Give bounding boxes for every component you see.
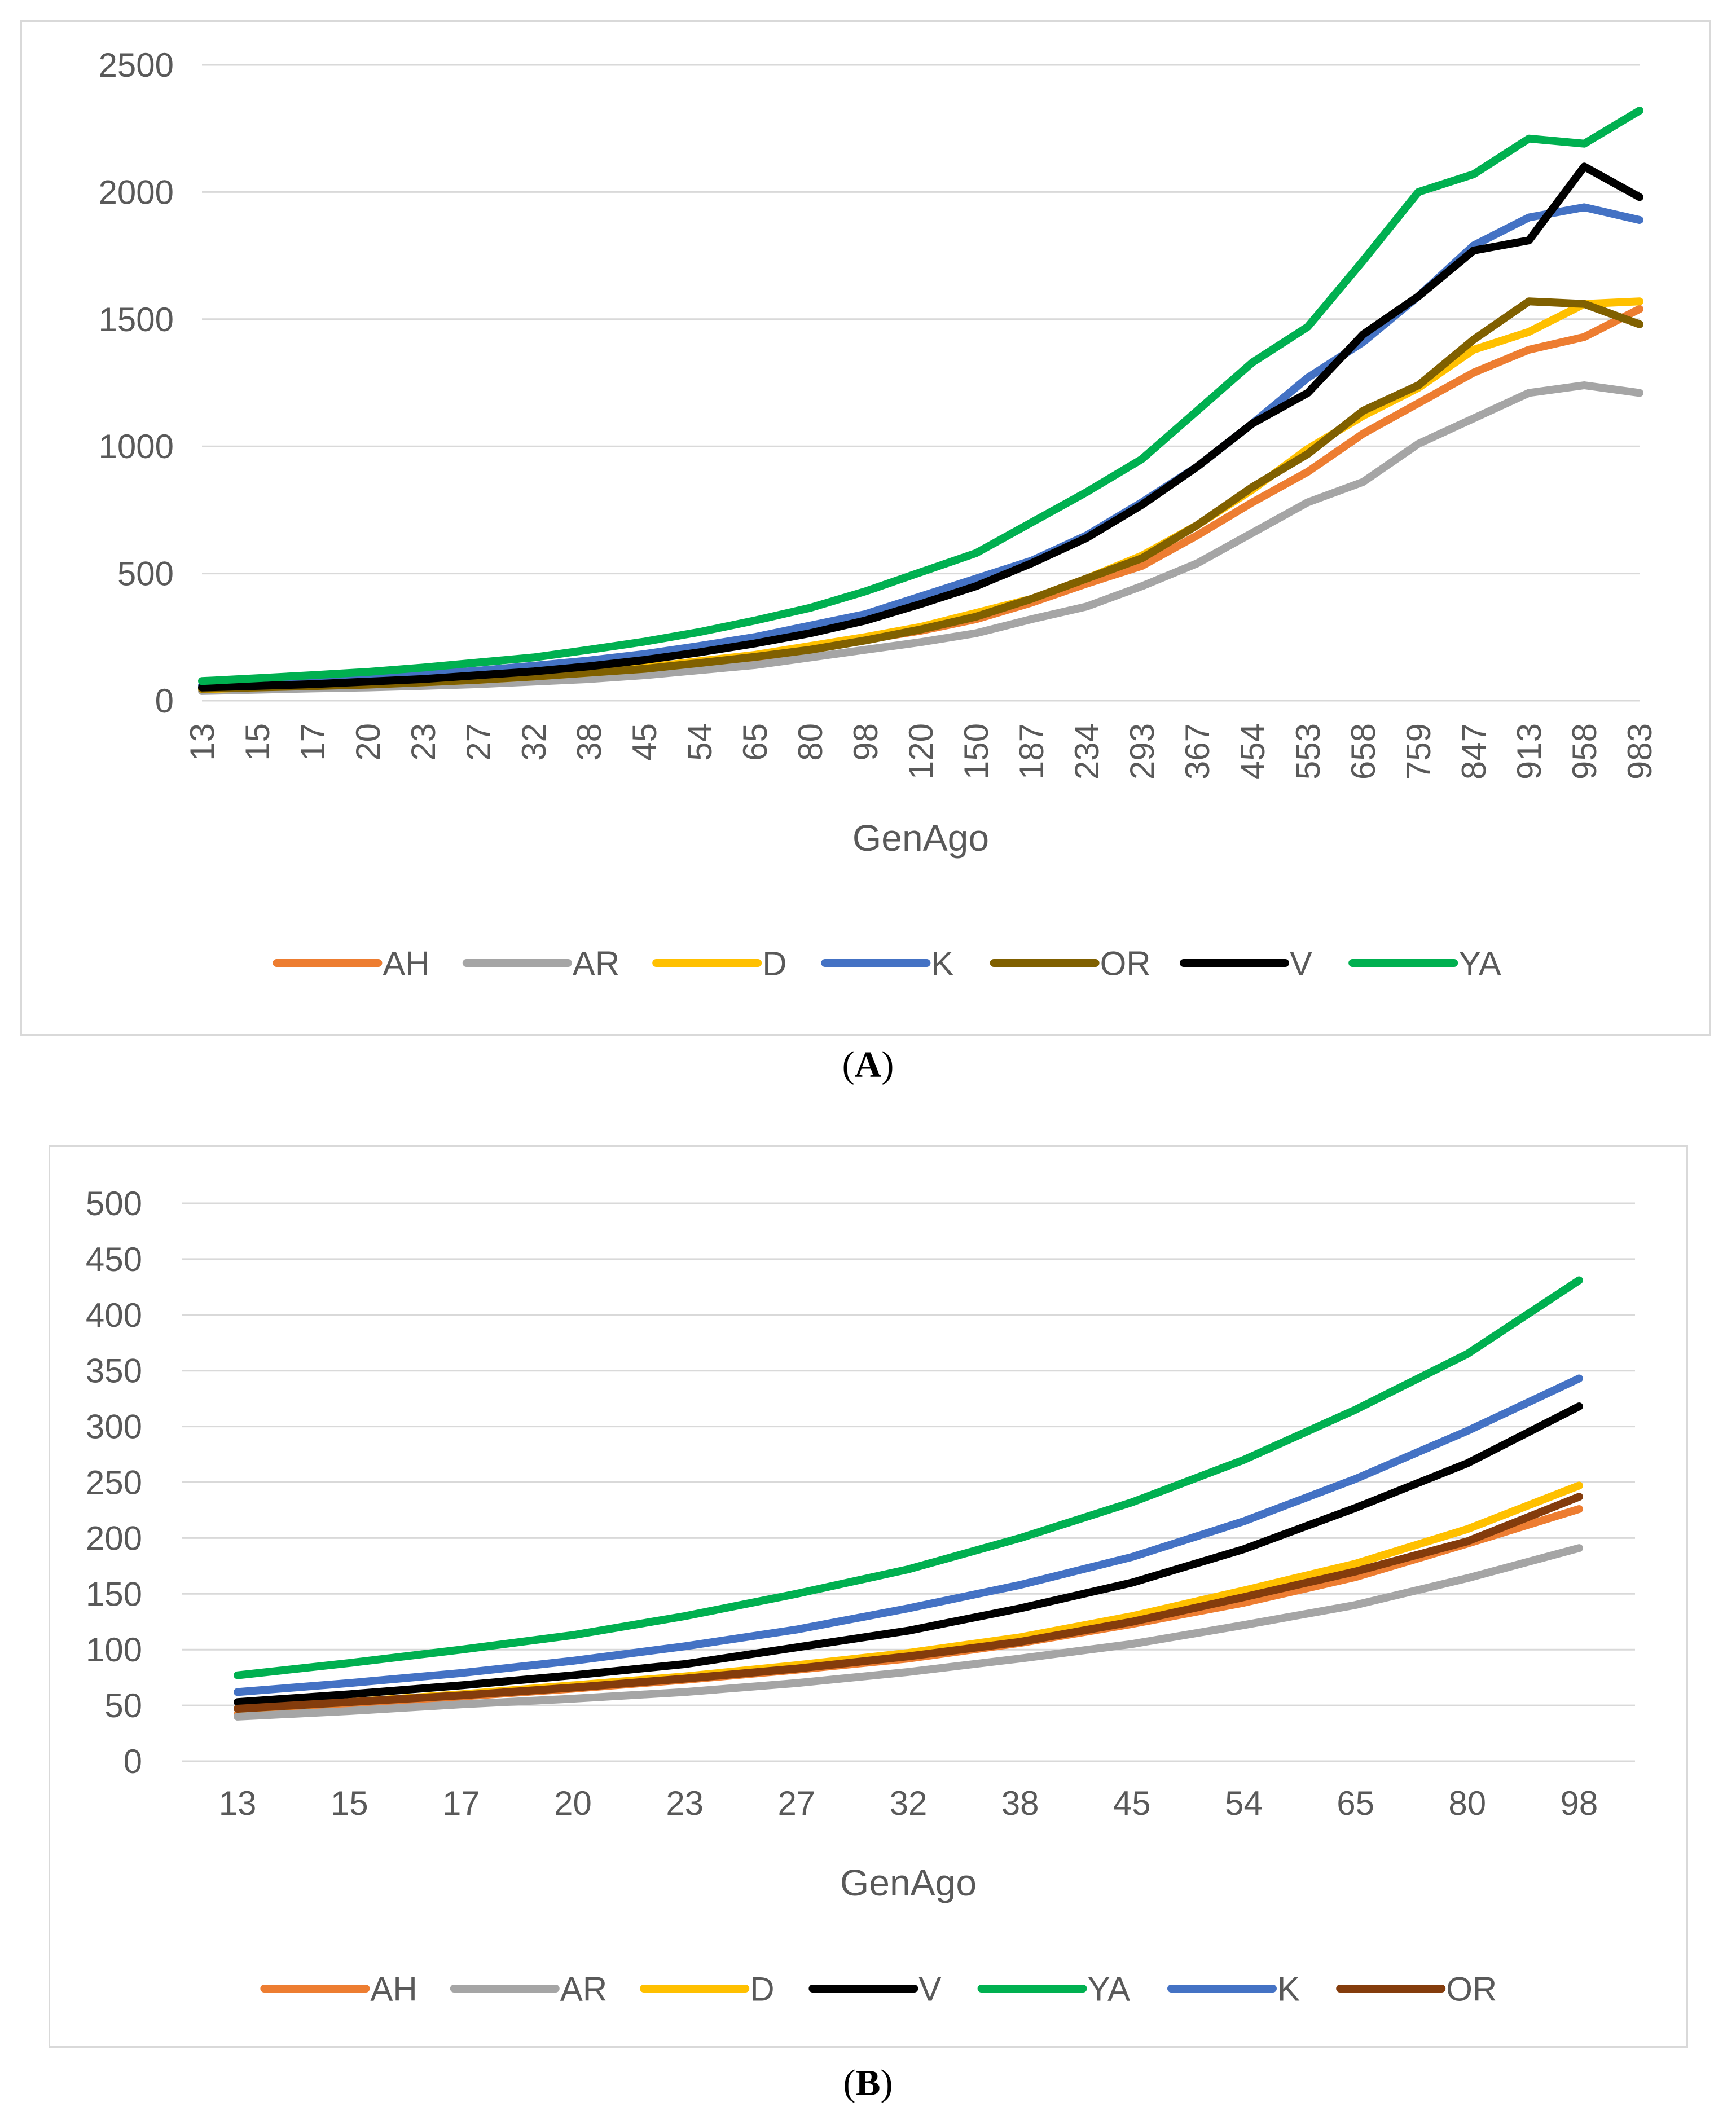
chart-a-xtick-label: 454 [1234, 723, 1272, 780]
chart-a-legend-label-d: D [762, 945, 786, 983]
chart-a-xtick-label: 32 [515, 723, 553, 761]
chart-a-series-or-line [198, 297, 1643, 693]
chart-a-series-v-line [198, 162, 1643, 692]
caption-b-letter: B [855, 2062, 881, 2104]
chart-b-xtick-label: 65 [1337, 1784, 1374, 1822]
chart-panel-b: 0 50 100 150 200 250 300 350 400 450 500 13 15 17 20 23… [0, 1145, 1736, 2120]
chart-a: 0 500 1000 1500 2000 2500 13 15 17 20 23 27 32 38 45 54… [99, 46, 1659, 983]
caption-a-letter: A [854, 1044, 882, 1085]
chart-b-xtick-label: 80 [1448, 1784, 1486, 1822]
chart-a-legend-label-or: OR [1100, 945, 1151, 983]
chart-a-legend-label-v: V [1290, 945, 1312, 983]
chart-b-xtick-label: 27 [777, 1784, 815, 1822]
chart-a-ytick-label: 1000 [99, 428, 174, 465]
chart-a-xtick-label: 20 [349, 723, 387, 761]
caption-b-close: ) [880, 2062, 893, 2104]
caption-b: (B) [0, 2062, 1736, 2105]
chart-b-frame [49, 1145, 1688, 2048]
chart-a-ytick-label: 0 [155, 682, 174, 720]
chart-a-xtick-label: 958 [1566, 723, 1603, 780]
chart-b-xtick-label: 32 [890, 1784, 928, 1822]
chart-b-xtick-label: 15 [331, 1784, 368, 1822]
chart-b-ytick-label: 250 [86, 1464, 142, 1502]
caption-a: (A) [0, 1044, 1736, 1087]
chart-a-xtick-label: 658 [1344, 723, 1382, 780]
chart-a-legend-label-ar: AR [573, 945, 619, 983]
chart-a-xtick-label: 17 [294, 723, 332, 761]
chart-b-xtick-label: 23 [666, 1784, 704, 1822]
chart-b-ytick-label: 200 [86, 1519, 142, 1557]
chart-a-xtick-label: 983 [1621, 723, 1659, 780]
chart-b-legend-label-ar: AR [560, 1971, 607, 2008]
chart-a-xtick-label: 45 [626, 723, 663, 761]
chart-a-x-axis-title: GenAgo [852, 817, 989, 859]
chart-b-ytick-label: 500 [86, 1185, 142, 1222]
chart-b-series-or-line [234, 1493, 1583, 1713]
chart-a-xtick-label: 120 [902, 723, 940, 780]
chart-a-series-ya-line [198, 107, 1643, 685]
chart-b-xtick-label: 38 [1001, 1784, 1039, 1822]
chart-a-legend-label-ya: YA [1458, 945, 1501, 983]
chart-b-legend-label-k: K [1277, 1971, 1300, 2008]
chart-a-legend-label-k: K [931, 945, 953, 983]
chart-a-ytick-label: 2500 [99, 46, 174, 84]
chart-b-ytick-label: 0 [124, 1743, 142, 1780]
chart-a-ytick-label: 1500 [99, 301, 174, 338]
chart-a-xtick-label: 38 [570, 723, 608, 761]
chart-b-ytick-label: 350 [86, 1352, 142, 1390]
chart-b-legend-label-ya: YA [1088, 1971, 1131, 2008]
chart-b: 0 50 100 150 200 250 300 350 400 450 500 13 15 17 20 23… [86, 1185, 1635, 2008]
chart-a-xtick-label: 847 [1455, 723, 1493, 780]
chart-a-legend-label-ah: AH [383, 945, 429, 983]
chart-b-xtick-label: 20 [554, 1784, 592, 1822]
chart-b-xtick-label: 13 [219, 1784, 257, 1822]
chart-b-ytick-label: 300 [86, 1408, 142, 1446]
chart-a-xtick-label: 27 [460, 723, 498, 761]
caption-a-close: ) [881, 1044, 894, 1085]
chart-a-xtick-label: 367 [1179, 723, 1216, 780]
chart-a-ytick-label: 2000 [99, 173, 174, 211]
caption-a-open: ( [842, 1044, 855, 1085]
chart-b-xtick-label: 45 [1113, 1784, 1151, 1822]
chart-b-legend-label-ah: AH [370, 1971, 417, 2008]
chart-b-series-k-line [234, 1374, 1583, 1696]
chart-a-xtick-label: 23 [405, 723, 442, 761]
chart-b-xtick-label: 54 [1225, 1784, 1263, 1822]
chart-a-xtick-label: 913 [1510, 723, 1548, 780]
chart-b-ytick-label: 100 [86, 1631, 142, 1669]
chart-a-xtick-label: 13 [183, 723, 221, 761]
chart-b-series-v-line [234, 1402, 1583, 1706]
chart-b-ytick-label: 450 [86, 1241, 142, 1278]
chart-b-x-axis-title: GenAgo [840, 1862, 977, 1903]
chart-a-xtick-label: 553 [1289, 723, 1327, 780]
chart-b-series-ya-line [234, 1276, 1583, 1679]
chart-panel-a: 0 500 1000 1500 2000 2500 13 15 17 20 23 27 32 38 45 54… [20, 20, 1711, 1085]
chart-b-xtick-label: 17 [442, 1784, 480, 1822]
chart-b-ytick-label: 50 [104, 1687, 142, 1725]
chart-b-legend-label-or: OR [1446, 1971, 1497, 2008]
caption-b-open: ( [843, 2062, 856, 2104]
chart-a-xtick-label: 80 [792, 723, 829, 761]
chart-a-xtick-label: 150 [957, 723, 995, 780]
chart-a-xtick-label: 65 [736, 723, 774, 761]
chart-a-xtick-label: 98 [847, 723, 885, 761]
chart-a-ytick-label: 500 [117, 555, 174, 593]
chart-b-legend-label-d: D [750, 1971, 774, 2008]
chart-b-ytick-label: 150 [86, 1575, 142, 1613]
chart-a-xtick-label: 54 [681, 723, 719, 761]
chart-b-legend-label-v: V [918, 1971, 941, 2008]
chart-a-series-ar-line [198, 381, 1643, 695]
chart-a-xtick-label: 293 [1123, 723, 1161, 780]
chart-a-xtick-label: 759 [1400, 723, 1438, 780]
chart-a-xtick-label: 15 [239, 723, 276, 761]
chart-b-ytick-label: 400 [86, 1296, 142, 1334]
chart-a-xtick-label: 234 [1068, 723, 1106, 780]
chart-b-series-ar-line [234, 1544, 1583, 1721]
chart-a-xtick-label: 187 [1013, 723, 1051, 780]
chart-b-xtick-label: 98 [1561, 1784, 1598, 1822]
